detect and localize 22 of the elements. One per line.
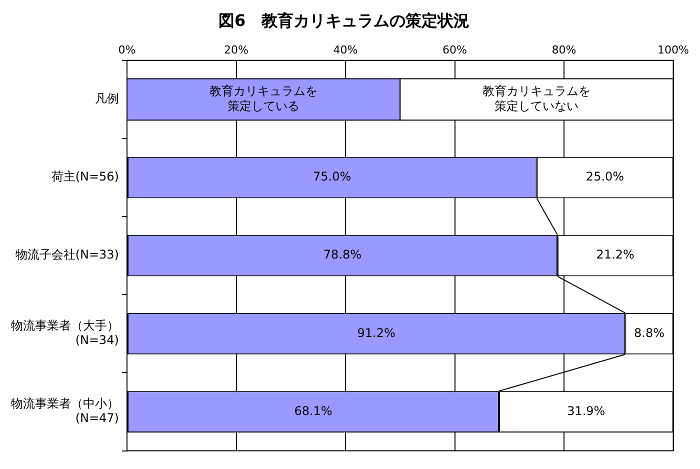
chart-title: 図6 教育カリキュラムの策定状況 <box>218 10 470 30</box>
y-tick-label: 荷主(N=56) <box>51 170 119 184</box>
x-tick-label: 100% <box>658 44 690 57</box>
y-tick-label: 物流子会社(N=33) <box>15 248 119 262</box>
data-label: 25.0% <box>586 170 624 184</box>
data-label: 8.8% <box>634 326 664 340</box>
x-tick-label: 40% <box>333 44 358 57</box>
text: 教育カリキュラムを策定している <box>210 84 318 114</box>
x-tick-label: 80% <box>552 44 576 57</box>
data-label: 31.9% <box>567 404 606 418</box>
legend-title: 凡例 <box>95 92 119 106</box>
data-label: 68.1% <box>294 404 332 418</box>
data-label: 91.2% <box>357 326 396 340</box>
data-label: 75.0% <box>313 170 352 184</box>
data-label: 78.8% <box>323 248 362 262</box>
y-tick-label: 物流事業者（大手） (N=34) <box>11 318 119 348</box>
data-label: 21.2% <box>596 248 634 262</box>
x-tick-label: 20% <box>224 44 248 57</box>
text: 教育カリキュラムを策定していない <box>482 84 591 114</box>
x-tick-label: 60% <box>442 44 467 57</box>
y-tick-label: 物流事業者（中小） (N=47) <box>11 396 119 426</box>
x-tick-label: 0% <box>118 44 136 57</box>
